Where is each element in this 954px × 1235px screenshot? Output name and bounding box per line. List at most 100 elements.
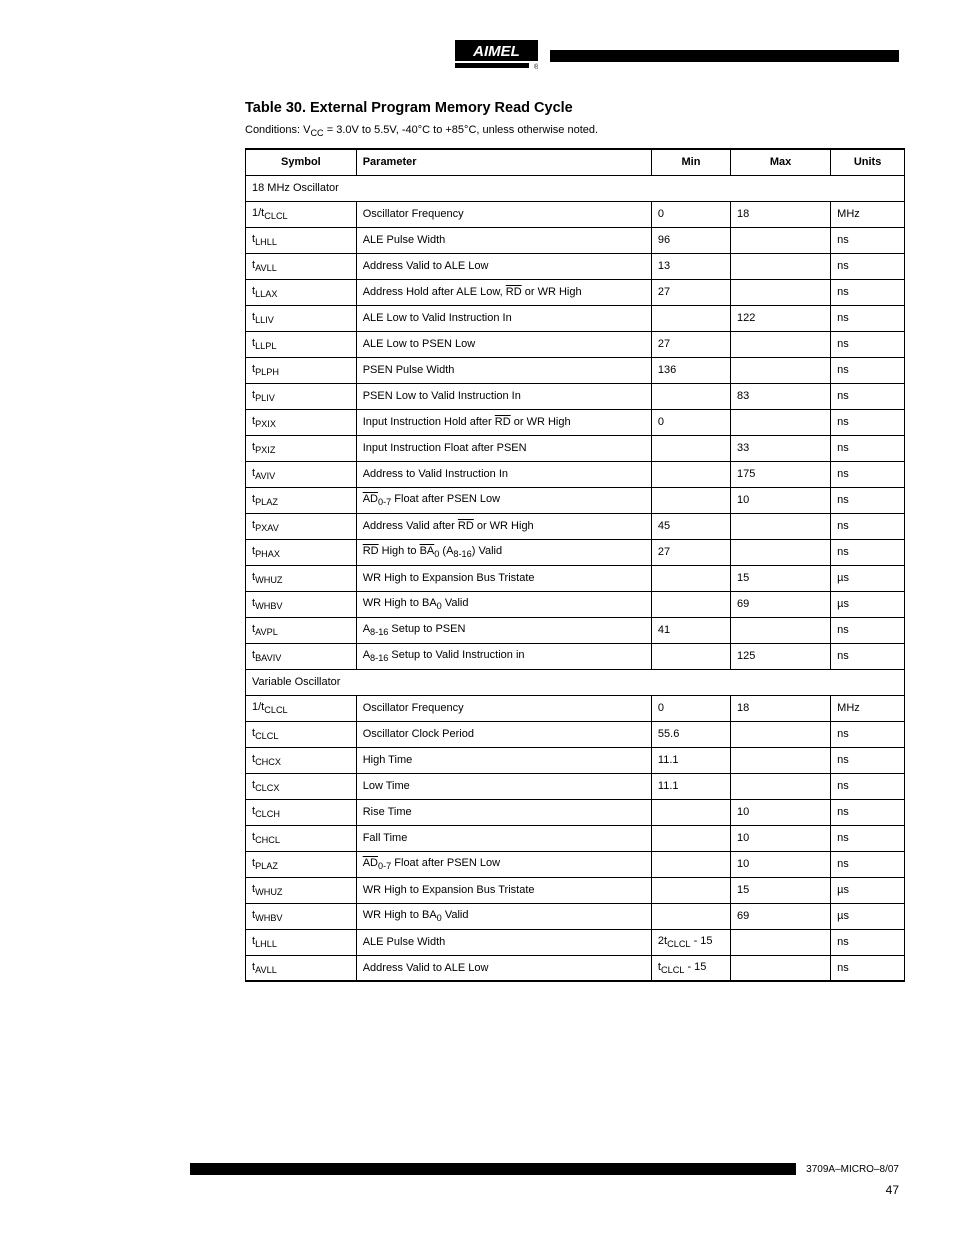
cell-symbol: tAVLL [246,253,357,279]
table-row: tBAVIVA8-16 Setup to Valid Instruction i… [246,643,905,669]
cell-max [731,773,831,799]
cell-units: µs [831,903,905,929]
cell-parameter: High Time [356,747,651,773]
cell-units: µs [831,565,905,591]
cell-units: µs [831,877,905,903]
cell-min: 136 [651,357,730,383]
table-row: tCHCXHigh Time11.1ns [246,747,905,773]
table-row: tCLCXLow Time11.1ns [246,773,905,799]
table-row: tPLIVPSEN Low to Valid Instruction In83n… [246,383,905,409]
cell-units: ns [831,487,905,513]
cell-symbol: tPLAZ [246,851,357,877]
cell-symbol: tWHUZ [246,565,357,591]
table-row: tLLAXAddress Hold after ALE Low, RD or W… [246,279,905,305]
table-row: tPHAXRD High to BA0 (A8-16) Valid27ns [246,539,905,565]
cell-parameter: PSEN Low to Valid Instruction In [356,383,651,409]
cell-parameter: Rise Time [356,799,651,825]
table-row: tAVLLAddress Valid to ALE Low13ns [246,253,905,279]
cell-parameter: Input Instruction Float after PSEN [356,435,651,461]
cell-symbol: tWHUZ [246,877,357,903]
cell-units: ns [831,357,905,383]
cell-min [651,825,730,851]
cell-units: ns [831,851,905,877]
table-row: tCLCHRise Time10ns [246,799,905,825]
doc-code: 3709A–MICRO–8/07 [806,1164,899,1175]
cell-parameter: Address Valid to ALE Low [356,253,651,279]
cell-symbol: tWHBV [246,591,357,617]
cell-units: ns [831,955,905,981]
cell-symbol: tPXIX [246,409,357,435]
cell-max: 10 [731,825,831,851]
table-row: tPLAZAD0-7 Float after PSEN Low10ns [246,487,905,513]
table-row: tLHLLALE Pulse Width96ns [246,227,905,253]
table-row: tWHBVWR High to BA0 Valid69µs [246,591,905,617]
cell-parameter: WR High to BA0 Valid [356,591,651,617]
cell-symbol: tLLIV [246,305,357,331]
cell-parameter: Address Valid after RD or WR High [356,513,651,539]
cell-symbol: tLLAX [246,279,357,305]
cell-min [651,903,730,929]
cell-parameter: WR High to Expansion Bus Tristate [356,565,651,591]
cell-symbol: tWHBV [246,903,357,929]
cell-min: 27 [651,279,730,305]
col-parameter: Parameter [356,149,651,175]
cell-symbol: 1/tCLCL [246,201,357,227]
cell-symbol: tPXIZ [246,435,357,461]
top-rule [550,50,899,62]
cell-symbol: tPHAX [246,539,357,565]
col-min: Min [651,149,730,175]
cell-parameter: Input Instruction Hold after RD or WR Hi… [356,409,651,435]
cell-min: 11.1 [651,747,730,773]
cell-symbol: tPLPH [246,357,357,383]
cell-max: 125 [731,643,831,669]
cell-max: 18 [731,201,831,227]
cell-units: ns [831,409,905,435]
cell-max [731,357,831,383]
cell-symbol: tCHCX [246,747,357,773]
svg-text:®: ® [534,63,538,71]
cell-min: 11.1 [651,773,730,799]
cell-parameter: A8-16 Setup to PSEN [356,617,651,643]
cell-parameter: Oscillator Frequency [356,695,651,721]
cell-units: ns [831,643,905,669]
cell-parameter: WR High to BA0 Valid [356,903,651,929]
cell-max: 10 [731,487,831,513]
cell-symbol: tPLIV [246,383,357,409]
table-row: tPXIZInput Instruction Float after PSEN 3… [246,435,905,461]
cell-units: ns [831,383,905,409]
cell-max: 69 [731,903,831,929]
cell-min: 27 [651,331,730,357]
cell-max [731,747,831,773]
table-row: tWHUZWR High to Expansion Bus Tristate15… [246,877,905,903]
cell-parameter: A8-16 Setup to Valid Instruction in [356,643,651,669]
cell-max [731,279,831,305]
table-row: tLHLLALE Pulse Width2tCLCL - 15ns [246,929,905,955]
cell-min [651,461,730,487]
cell-units: ns [831,279,905,305]
cell-symbol: tLHLL [246,227,357,253]
cell-parameter: Low Time [356,773,651,799]
cell-units: ns [831,435,905,461]
conditions: Conditions: VCC = 3.0V to 5.5V, -40°C to… [245,124,899,138]
cell-units: ns [831,461,905,487]
cell-symbol: tCLCX [246,773,357,799]
cell-min: 13 [651,253,730,279]
cell-max [731,955,831,981]
cell-units: ns [831,305,905,331]
cell-min [651,851,730,877]
table-row: tAVLLAddress Valid to ALE LowtCLCL - 15n… [246,955,905,981]
cell-parameter: Fall Time [356,825,651,851]
cell-min [651,877,730,903]
cell-max [731,253,831,279]
cell-min: tCLCL - 15 [651,955,730,981]
cell-max: 33 [731,435,831,461]
table-row: tPXAVAddress Valid after RD or WR High45… [246,513,905,539]
cell-min: 96 [651,227,730,253]
cell-min [651,643,730,669]
cell-min [651,565,730,591]
footer-row: 3709A–MICRO–8/07 [190,1163,899,1175]
cell-units: ns [831,799,905,825]
table-row: tWHBVWR High to BA0 Valid 69µs [246,903,905,929]
cell-min [651,305,730,331]
cell-parameter: Oscillator Clock Period [356,721,651,747]
